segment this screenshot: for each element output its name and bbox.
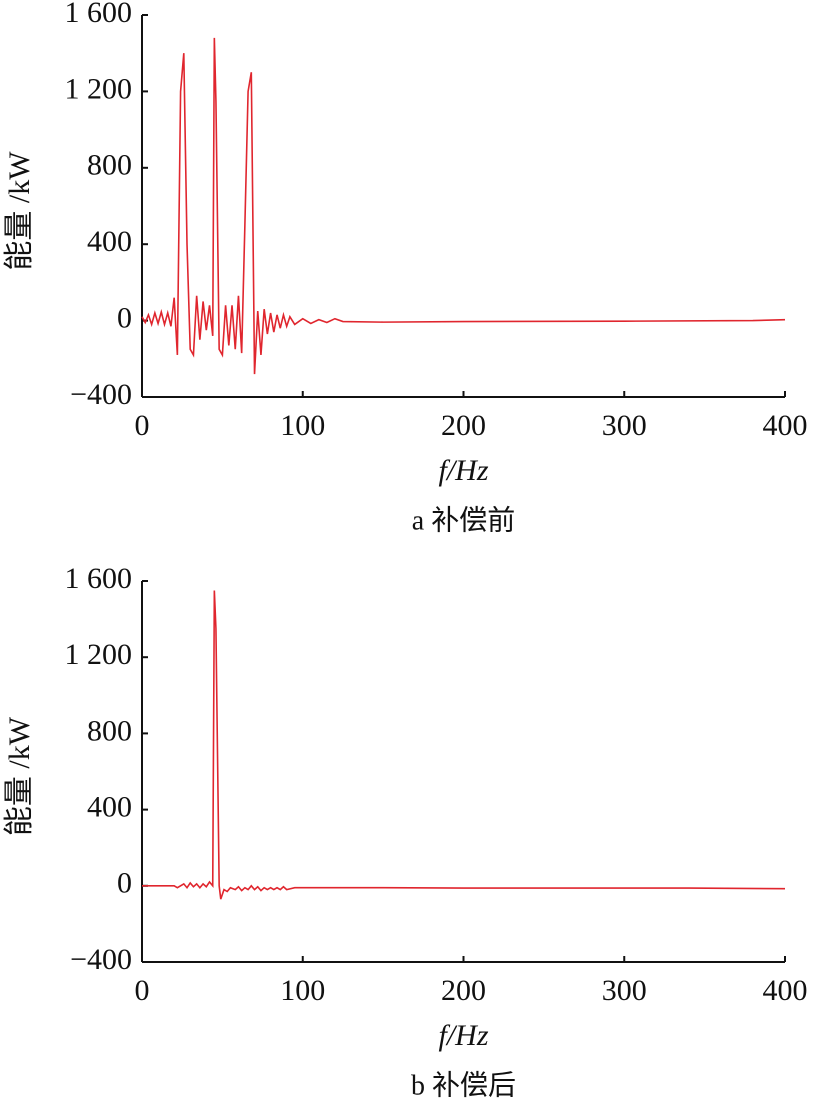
y-tick-label: −400: [70, 378, 132, 411]
data-line: [141, 37, 786, 375]
caption: b 补偿后: [411, 1069, 516, 1101]
x-tick-label: 0: [135, 409, 150, 442]
x-axis-label: f/Hz: [438, 454, 488, 487]
y-tick-label: 800: [87, 714, 132, 747]
y-tick-label: 0: [117, 301, 132, 334]
y-tick-label: 1 200: [65, 638, 133, 671]
y-axis-label: 能量 /kW: [3, 716, 36, 836]
data-line: [142, 590, 786, 900]
x-tick-label: 400: [763, 409, 808, 442]
y-tick-label: −400: [70, 943, 132, 976]
x-tick-label: 300: [602, 409, 647, 442]
y-tick-label: 1 200: [65, 72, 133, 105]
x-tick-label: 400: [763, 974, 808, 1007]
x-tick-label: 300: [602, 974, 647, 1007]
caption: a 补偿前: [412, 504, 515, 536]
y-tick-label: 800: [87, 149, 132, 182]
y-tick-label: 1 600: [65, 562, 133, 595]
y-axis-label: 能量 /kW: [3, 151, 36, 271]
x-tick-label: 100: [280, 409, 325, 442]
y-tick-label: 400: [87, 225, 132, 258]
x-tick-label: 200: [441, 409, 486, 442]
y-tick-label: 0: [117, 867, 132, 900]
x-tick-label: 100: [280, 974, 325, 1007]
x-tick-label: 0: [135, 974, 150, 1007]
x-tick-label: 200: [441, 974, 486, 1007]
y-tick-label: 400: [87, 790, 132, 823]
y-tick-label: 1 600: [65, 0, 133, 29]
x-axis-label: f/Hz: [438, 1019, 488, 1052]
